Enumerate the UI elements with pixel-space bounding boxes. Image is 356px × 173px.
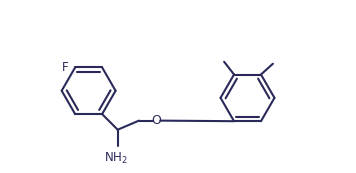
Text: O: O <box>152 114 162 127</box>
Text: F: F <box>62 61 69 74</box>
Text: NH$_2$: NH$_2$ <box>104 151 128 166</box>
